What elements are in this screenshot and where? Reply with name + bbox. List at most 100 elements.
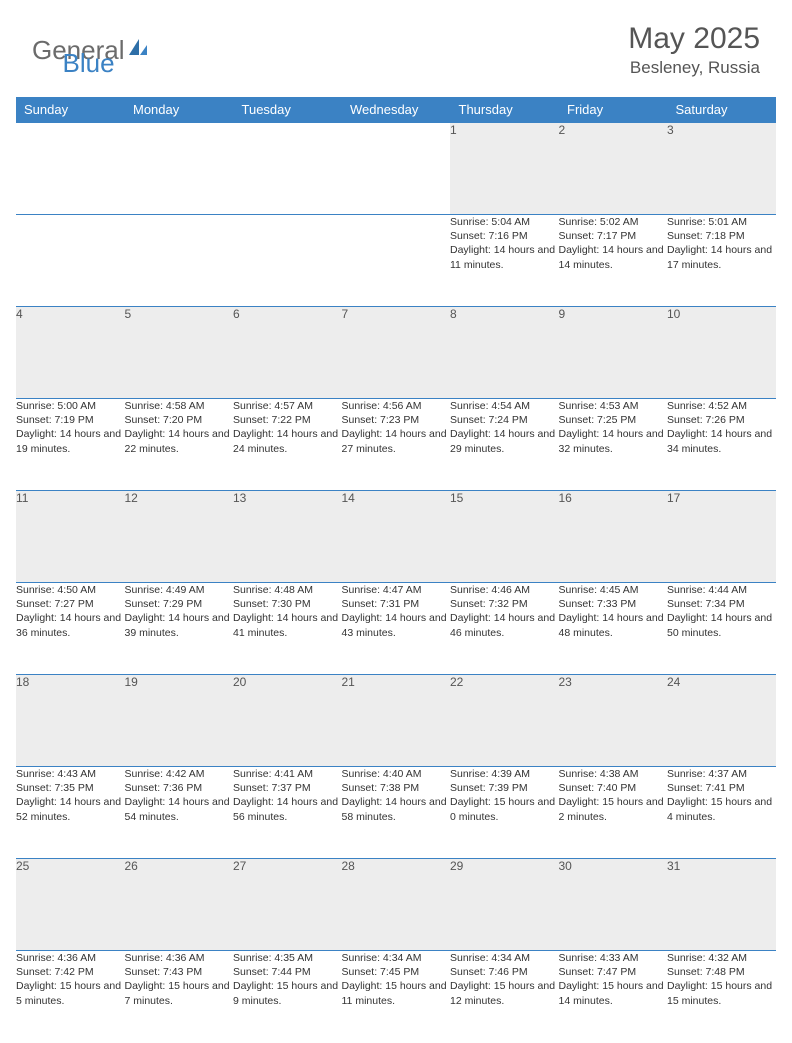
sunrise-text: Sunrise: 4:43 AM — [16, 767, 125, 781]
day-number: 30 — [559, 859, 668, 951]
col-wednesday: Wednesday — [342, 97, 451, 123]
daynum-row: 123 — [16, 123, 776, 215]
sunset-text: Sunset: 7:36 PM — [125, 781, 234, 795]
col-sunday: Sunday — [16, 97, 125, 123]
day-number: 18 — [16, 675, 125, 767]
daylight-text: Daylight: 14 hours and 39 minutes. — [125, 611, 234, 639]
day-info: Sunrise: 4:44 AMSunset: 7:34 PMDaylight:… — [667, 583, 776, 675]
weekday-header-row: Sunday Monday Tuesday Wednesday Thursday… — [16, 97, 776, 123]
sunset-text: Sunset: 7:25 PM — [559, 413, 668, 427]
day-info: Sunrise: 5:02 AMSunset: 7:17 PMDaylight:… — [559, 215, 668, 307]
dayinfo-row: Sunrise: 4:43 AMSunset: 7:35 PMDaylight:… — [16, 767, 776, 859]
dayinfo-row: Sunrise: 4:50 AMSunset: 7:27 PMDaylight:… — [16, 583, 776, 675]
calendar-table: Sunday Monday Tuesday Wednesday Thursday… — [16, 97, 776, 1043]
sunset-text: Sunset: 7:27 PM — [16, 597, 125, 611]
sunset-text: Sunset: 7:23 PM — [342, 413, 451, 427]
day-number: 20 — [233, 675, 342, 767]
day-info: Sunrise: 4:52 AMSunset: 7:26 PMDaylight:… — [667, 399, 776, 491]
day-number: 17 — [667, 491, 776, 583]
day-info: Sunrise: 4:40 AMSunset: 7:38 PMDaylight:… — [342, 767, 451, 859]
day-info: Sunrise: 4:36 AMSunset: 7:42 PMDaylight:… — [16, 951, 125, 1043]
daylight-text: Daylight: 15 hours and 12 minutes. — [450, 979, 559, 1007]
day-number: 25 — [16, 859, 125, 951]
sunrise-text: Sunrise: 5:01 AM — [667, 215, 776, 229]
day-info: Sunrise: 4:38 AMSunset: 7:40 PMDaylight:… — [559, 767, 668, 859]
day-info: Sunrise: 4:47 AMSunset: 7:31 PMDaylight:… — [342, 583, 451, 675]
sunrise-text: Sunrise: 4:49 AM — [125, 583, 234, 597]
day-number: 8 — [450, 307, 559, 399]
day-info: Sunrise: 4:37 AMSunset: 7:41 PMDaylight:… — [667, 767, 776, 859]
daylight-text: Daylight: 15 hours and 5 minutes. — [16, 979, 125, 1007]
daylight-text: Daylight: 14 hours and 50 minutes. — [667, 611, 776, 639]
sunrise-text: Sunrise: 4:56 AM — [342, 399, 451, 413]
day-info: Sunrise: 5:04 AMSunset: 7:16 PMDaylight:… — [450, 215, 559, 307]
day-number — [233, 123, 342, 215]
daylight-text: Daylight: 15 hours and 14 minutes. — [559, 979, 668, 1007]
sunset-text: Sunset: 7:44 PM — [233, 965, 342, 979]
daylight-text: Daylight: 14 hours and 29 minutes. — [450, 427, 559, 455]
day-number: 7 — [342, 307, 451, 399]
day-info: Sunrise: 4:50 AMSunset: 7:27 PMDaylight:… — [16, 583, 125, 675]
daylight-text: Daylight: 14 hours and 17 minutes. — [667, 243, 776, 271]
day-number: 10 — [667, 307, 776, 399]
day-info: Sunrise: 4:49 AMSunset: 7:29 PMDaylight:… — [125, 583, 234, 675]
day-number: 4 — [16, 307, 125, 399]
day-number: 3 — [667, 123, 776, 215]
sunset-text: Sunset: 7:41 PM — [667, 781, 776, 795]
sunrise-text: Sunrise: 4:40 AM — [342, 767, 451, 781]
sunset-text: Sunset: 7:16 PM — [450, 229, 559, 243]
sunrise-text: Sunrise: 4:45 AM — [559, 583, 668, 597]
daylight-text: Daylight: 14 hours and 56 minutes. — [233, 795, 342, 823]
sunrise-text: Sunrise: 5:04 AM — [450, 215, 559, 229]
sunset-text: Sunset: 7:43 PM — [125, 965, 234, 979]
sunrise-text: Sunrise: 4:57 AM — [233, 399, 342, 413]
sunrise-text: Sunrise: 5:00 AM — [16, 399, 125, 413]
sunset-text: Sunset: 7:45 PM — [342, 965, 451, 979]
daylight-text: Daylight: 14 hours and 43 minutes. — [342, 611, 451, 639]
day-number: 12 — [125, 491, 234, 583]
daylight-text: Daylight: 14 hours and 11 minutes. — [450, 243, 559, 271]
daylight-text: Daylight: 14 hours and 36 minutes. — [16, 611, 125, 639]
month-title: May 2025 — [628, 22, 760, 56]
day-info: Sunrise: 4:36 AMSunset: 7:43 PMDaylight:… — [125, 951, 234, 1043]
location-label: Besleney, Russia — [628, 58, 760, 78]
day-info — [233, 215, 342, 307]
day-number: 23 — [559, 675, 668, 767]
day-info: Sunrise: 4:56 AMSunset: 7:23 PMDaylight:… — [342, 399, 451, 491]
sunset-text: Sunset: 7:33 PM — [559, 597, 668, 611]
day-info: Sunrise: 4:32 AMSunset: 7:48 PMDaylight:… — [667, 951, 776, 1043]
sunrise-text: Sunrise: 4:52 AM — [667, 399, 776, 413]
daylight-text: Daylight: 14 hours and 46 minutes. — [450, 611, 559, 639]
daylight-text: Daylight: 15 hours and 15 minutes. — [667, 979, 776, 1007]
sunrise-text: Sunrise: 4:42 AM — [125, 767, 234, 781]
sail-icon — [127, 37, 149, 57]
daylight-text: Daylight: 14 hours and 19 minutes. — [16, 427, 125, 455]
day-number: 2 — [559, 123, 668, 215]
sunset-text: Sunset: 7:37 PM — [233, 781, 342, 795]
sunrise-text: Sunrise: 4:36 AM — [125, 951, 234, 965]
daylight-text: Daylight: 14 hours and 27 minutes. — [342, 427, 451, 455]
day-number: 27 — [233, 859, 342, 951]
sunrise-text: Sunrise: 4:53 AM — [559, 399, 668, 413]
day-number — [125, 123, 234, 215]
day-info: Sunrise: 5:00 AMSunset: 7:19 PMDaylight:… — [16, 399, 125, 491]
day-number: 6 — [233, 307, 342, 399]
day-info: Sunrise: 4:46 AMSunset: 7:32 PMDaylight:… — [450, 583, 559, 675]
sunrise-text: Sunrise: 4:39 AM — [450, 767, 559, 781]
sunrise-text: Sunrise: 4:48 AM — [233, 583, 342, 597]
daylight-text: Daylight: 15 hours and 2 minutes. — [559, 795, 668, 823]
sunset-text: Sunset: 7:38 PM — [342, 781, 451, 795]
sunset-text: Sunset: 7:19 PM — [16, 413, 125, 427]
sunrise-text: Sunrise: 4:47 AM — [342, 583, 451, 597]
day-number: 21 — [342, 675, 451, 767]
sunset-text: Sunset: 7:39 PM — [450, 781, 559, 795]
sunrise-text: Sunrise: 4:37 AM — [667, 767, 776, 781]
day-number: 24 — [667, 675, 776, 767]
sunrise-text: Sunrise: 4:54 AM — [450, 399, 559, 413]
day-info — [16, 215, 125, 307]
sunrise-text: Sunrise: 4:41 AM — [233, 767, 342, 781]
day-number — [16, 123, 125, 215]
daylight-text: Daylight: 14 hours and 14 minutes. — [559, 243, 668, 271]
dayinfo-row: Sunrise: 5:00 AMSunset: 7:19 PMDaylight:… — [16, 399, 776, 491]
col-tuesday: Tuesday — [233, 97, 342, 123]
